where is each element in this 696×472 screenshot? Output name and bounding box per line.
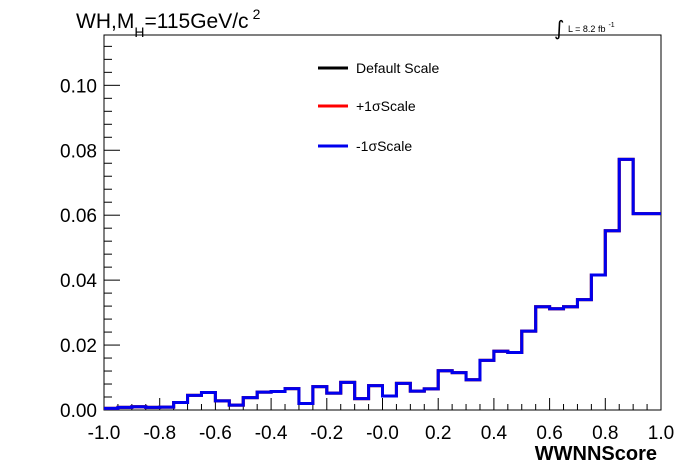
y-tick-label: 0.00 — [60, 401, 97, 422]
title-main: WH,M — [76, 10, 134, 33]
x-tick-label: 1.0 — [648, 423, 674, 444]
lumi-text: L = 8.2 fb — [568, 24, 605, 34]
lumi-superscript: -1 — [608, 22, 614, 29]
y-tick-label: 0.04 — [60, 271, 97, 292]
x-tick-label: 0.6 — [536, 423, 562, 444]
x-tick-label: -0.0 — [366, 423, 399, 444]
legend-label-minus-sigma: -1σScale — [356, 138, 412, 154]
title-rest: =115GeV/c — [144, 10, 248, 33]
lumi-label: L = 8.2 fb -1 — [568, 22, 615, 34]
title-subscript: H — [134, 24, 144, 40]
axis-ticks — [103, 45, 662, 411]
y-tick-label: 0.08 — [60, 141, 97, 162]
axis-tick-labels: -1.0 -0.8 -0.6 -0.4 -0.2 -0.0 0.2 0.4 0.6 0.8 1.0 0… — [60, 76, 674, 444]
legend-label-plus-sigma: +1σScale — [356, 98, 416, 114]
legend-label-default: Default Scale — [356, 60, 439, 76]
y-tick-label: 0.10 — [60, 76, 97, 97]
x-tick-label: -1.0 — [88, 423, 121, 444]
x-tick-label: -0.4 — [255, 423, 288, 444]
x-tick-label: -0.2 — [310, 423, 343, 444]
x-tick-label: -0.6 — [199, 423, 232, 444]
x-tick-label: 0.8 — [592, 423, 618, 444]
series-line-2 — [104, 157, 661, 410]
y-tick-label: 0.06 — [60, 206, 97, 227]
x-tick-label: 0.2 — [425, 423, 451, 444]
x-tick-label: 0.4 — [481, 423, 508, 444]
y-tick-label: 0.02 — [60, 336, 97, 357]
chart-title: WH,MH=115GeV/c 2 — [76, 6, 261, 40]
title-superscript: 2 — [253, 6, 261, 22]
legend: Default Scale +1σScale -1σScale — [318, 60, 439, 154]
x-axis-title: WWNNScore — [535, 443, 657, 465]
x-tick-label: -0.8 — [143, 423, 176, 444]
series-layer — [104, 157, 661, 410]
lumi-integral-sign: ∫ — [554, 16, 564, 40]
